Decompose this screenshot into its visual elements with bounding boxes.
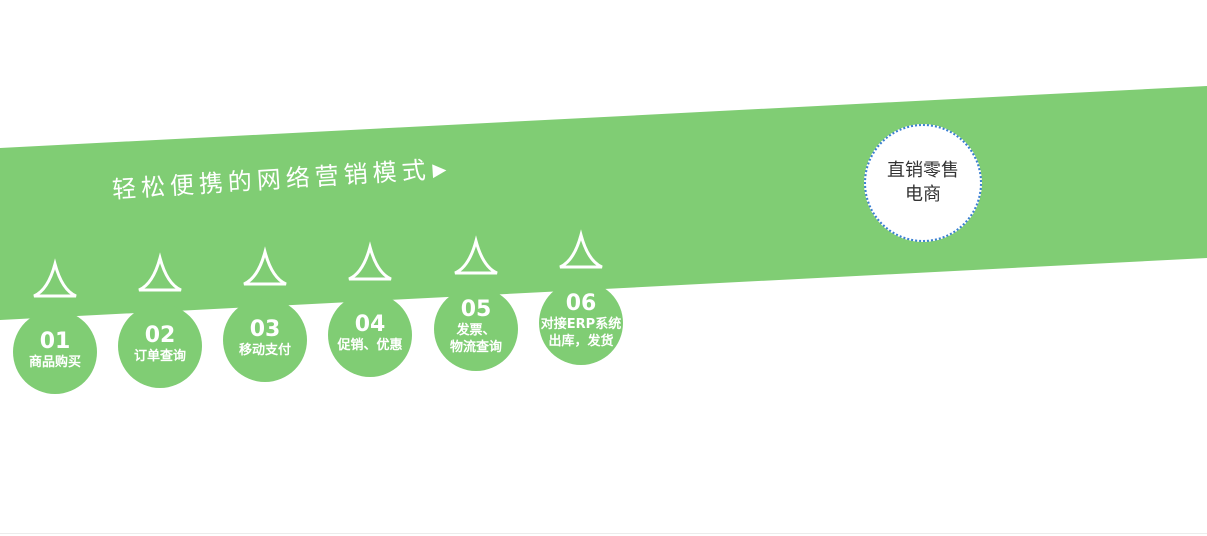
step-number: 02 (144, 322, 176, 348)
badge-line-2: 电商 (905, 184, 941, 205)
drop-tip-6 (559, 229, 603, 269)
step-label: 发票、 (456, 323, 496, 338)
drop-tip-5 (454, 235, 498, 275)
step-label-2: 出库，发货 (548, 334, 614, 349)
step-number: 03 (249, 316, 281, 342)
step-label-2: 物流查询 (449, 340, 502, 355)
step-number: 05 (460, 297, 492, 322)
step-number: 06 (565, 291, 597, 316)
step-label: 促销、优惠 (337, 337, 403, 353)
step-number: 04 (354, 311, 386, 337)
drop-tip-3 (243, 246, 287, 286)
drop-tip-4 (348, 241, 392, 281)
step-04: 04 促销、优惠 (328, 293, 412, 377)
drop-tip-2 (138, 252, 182, 292)
divider (0, 533, 1207, 534)
retail-badge: 直销零售 电商 (864, 124, 982, 242)
step-03: 03 移动支付 (223, 298, 307, 382)
step-number: 01 (39, 328, 71, 354)
badge-line-1: 直销零售 (887, 160, 959, 181)
step-label: 对接ERP系统 (540, 317, 622, 332)
step-label: 商品购买 (28, 354, 81, 370)
step-label: 移动支付 (238, 342, 291, 358)
step-02: 02 订单查询 (118, 304, 202, 388)
step-label: 订单查询 (133, 348, 186, 364)
step-05: 05 发票、 物流查询 (434, 287, 518, 371)
step-06: 06 对接ERP系统 出库，发货 (539, 281, 623, 365)
drop-tip-1 (33, 258, 77, 298)
step-01: 01 商品购买 (13, 310, 97, 394)
